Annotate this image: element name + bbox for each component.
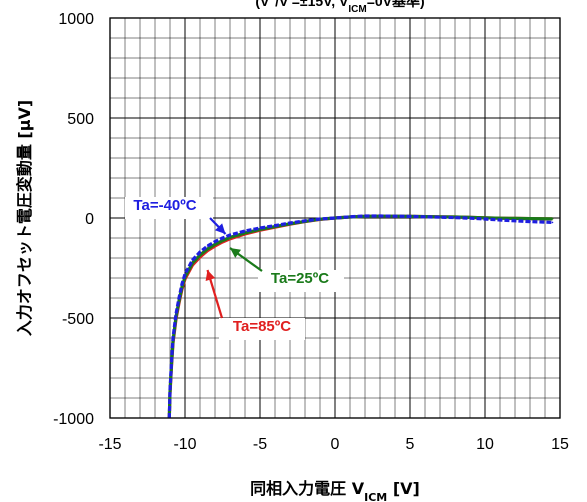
series-point-0 xyxy=(334,217,336,219)
series-point-0 xyxy=(178,297,180,299)
series-point-0 xyxy=(379,215,381,217)
series-point-0 xyxy=(499,219,501,221)
series-point-0 xyxy=(170,361,173,363)
series-point-0 xyxy=(206,245,209,247)
series-point-0 xyxy=(229,234,231,236)
series-point-0 xyxy=(319,218,321,220)
annotations: Ta=-40ºC Ta=25ºC Ta=85ºC xyxy=(125,197,344,340)
annotation-label: Ta=85ºC xyxy=(233,318,291,335)
series-point-1 xyxy=(181,286,183,288)
series-point-0 xyxy=(259,227,261,229)
series-point-1 xyxy=(178,300,180,302)
series-point-1 xyxy=(551,218,554,220)
series-point-0 xyxy=(175,313,177,315)
series-point-0 xyxy=(304,220,306,222)
annotation-box xyxy=(125,197,213,219)
series-point-0 xyxy=(184,273,186,275)
chart-title: (V+/V-=±15V, VICM=0V基準) xyxy=(255,0,424,15)
series-point-0 xyxy=(484,218,486,220)
series-point-0 xyxy=(244,230,246,232)
annotation-arrowhead xyxy=(205,270,216,282)
series-point-0 xyxy=(169,389,171,391)
series-point-1 xyxy=(514,217,516,220)
series-point-0 xyxy=(172,337,174,339)
y-axis-title: 入力オフセット電圧変動量 [µV] xyxy=(15,100,34,336)
series-point-0 xyxy=(191,259,194,261)
x-tick-label: -15 xyxy=(98,436,121,453)
series-point-0 xyxy=(181,283,183,285)
annotation-arrowhead xyxy=(230,248,242,258)
series-point-0 xyxy=(349,216,351,218)
y-tick-label: 0 xyxy=(85,211,94,228)
series-point-0 xyxy=(364,215,366,217)
series-point-0 xyxy=(551,221,554,224)
series-point-0 xyxy=(199,251,201,253)
x-tick-label: 5 xyxy=(406,436,415,453)
series-point-0 xyxy=(409,215,411,218)
series-point-0 xyxy=(214,240,216,243)
series-point-1 xyxy=(221,239,224,242)
series-layer xyxy=(167,214,554,418)
y-tick-labels: 1000 500 0 -500 -1000 xyxy=(53,11,94,428)
series-point-0 xyxy=(394,215,396,217)
series-point-1 xyxy=(229,236,231,239)
series-point-0 xyxy=(514,220,516,222)
annotation-arrowhead xyxy=(214,223,226,234)
y-tick-label: -500 xyxy=(62,311,94,328)
series-point-1 xyxy=(214,243,216,246)
series-point-0 xyxy=(439,216,441,218)
y-tick-label: 500 xyxy=(67,111,94,128)
annotation-box xyxy=(258,270,344,292)
series-point-0 xyxy=(221,237,224,239)
series-point-0 xyxy=(289,222,291,224)
annotation-label: Ta=25ºC xyxy=(271,270,329,287)
series-point-1 xyxy=(259,228,261,231)
annotation-box xyxy=(219,318,305,340)
x-axis-title: 同相入力電圧 VICM [V] xyxy=(250,479,420,502)
series-point-0 xyxy=(424,216,426,218)
plot-frame xyxy=(109,17,561,419)
y-tick-label: 1000 xyxy=(58,11,94,28)
x-tick-label: 10 xyxy=(476,436,494,453)
y-tick-label: -1000 xyxy=(53,411,94,428)
series-point-0 xyxy=(274,224,276,227)
x-tick-label: 15 xyxy=(551,436,569,453)
annotation-label: Ta=-40ºC xyxy=(133,197,196,214)
series-point-0 xyxy=(529,220,531,223)
series-point-0 xyxy=(469,217,471,219)
x-tick-label: -5 xyxy=(253,436,267,453)
series-point-1 xyxy=(529,217,531,220)
series-point-1 xyxy=(206,248,209,250)
x-tick-labels: -15 -10 -5 0 5 10 15 xyxy=(98,436,569,453)
x-tick-label: -10 xyxy=(173,436,196,453)
series-point-0 xyxy=(454,216,456,219)
x-tick-label: 0 xyxy=(331,436,340,453)
